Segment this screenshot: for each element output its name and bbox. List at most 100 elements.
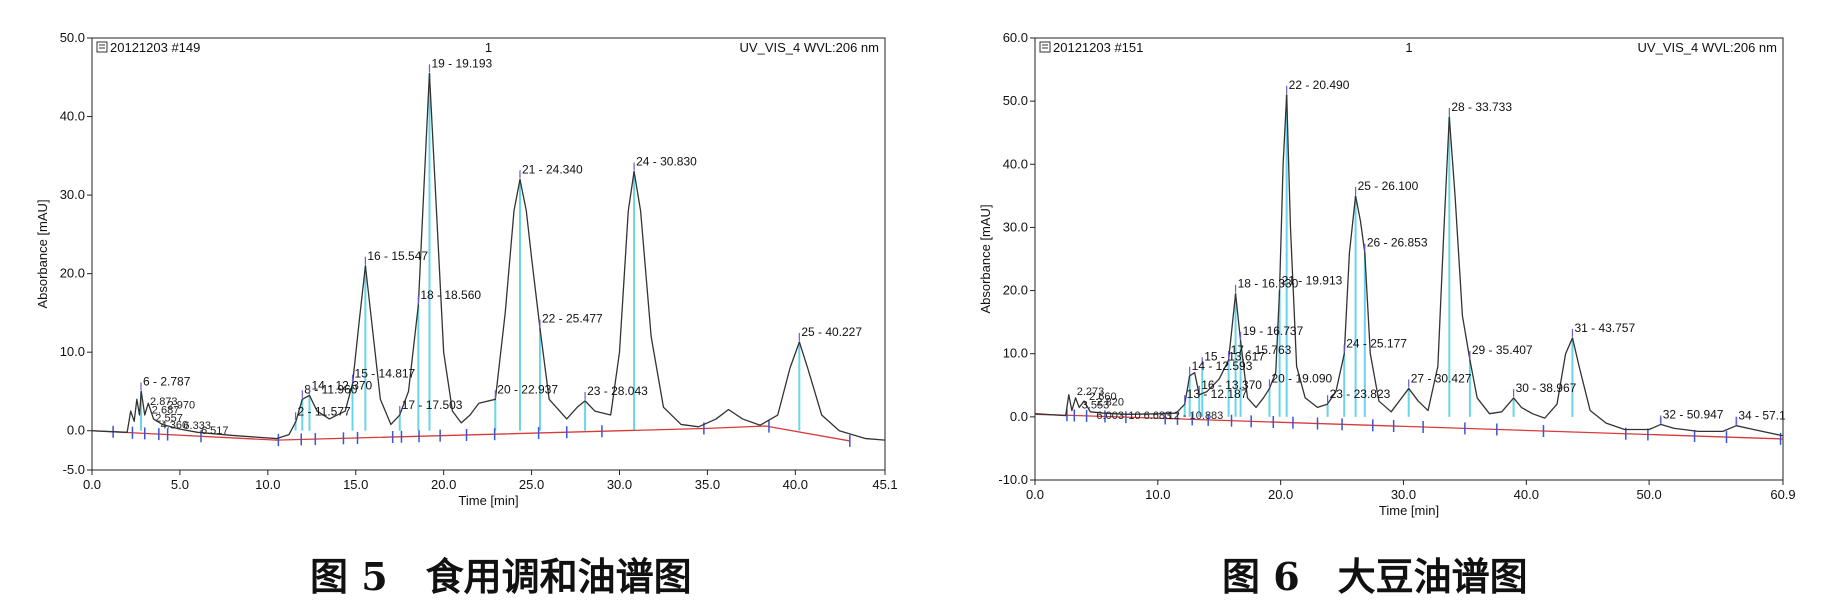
peak-label: 20 - 19.090 bbox=[1271, 371, 1332, 385]
y-tick-label: 20.0 bbox=[1003, 283, 1028, 298]
file-icon bbox=[1039, 41, 1051, 53]
y-tick-label: 40.0 bbox=[1003, 156, 1028, 171]
x-axis-label: Time [min] bbox=[1379, 503, 1439, 518]
x-tick-label: 30.0 bbox=[1391, 487, 1416, 502]
peak-label: 13 - 12.187 bbox=[1187, 387, 1248, 401]
peak-label: 29 - 35.407 bbox=[1472, 343, 1533, 357]
x-tick-label: 0.0 bbox=[83, 477, 101, 492]
peak-label: 17 - 17.503 bbox=[402, 398, 463, 412]
peak-label: 32 - 50.947 bbox=[1663, 407, 1724, 421]
chart-fig5-chromatogram: 20121203 #149 1 UV_VIS_4 WVL:206 nm-5.00.0… bbox=[35, 30, 898, 508]
cluster-peak-label: 6.003 bbox=[1096, 410, 1124, 422]
x-tick-label: 45.1 bbox=[872, 477, 897, 492]
y-tick-label: -10.0 bbox=[998, 472, 1028, 487]
series-signal bbox=[1034, 94, 1784, 437]
header-detector: UV_VIS_4 WVL:206 nm bbox=[1638, 40, 1777, 55]
peak-label: 24 - 30.830 bbox=[636, 155, 697, 169]
peak-label: 25 - 40.227 bbox=[801, 325, 862, 339]
y-tick-label: 50.0 bbox=[1003, 93, 1028, 108]
y-tick-label: 10.0 bbox=[1003, 346, 1028, 361]
peak-label: 23 - 28.043 bbox=[587, 384, 648, 398]
peak-label: 21 - 19.913 bbox=[1282, 274, 1343, 288]
peak-label: 25 - 26.100 bbox=[1358, 179, 1419, 193]
y-tick-label: 30.0 bbox=[1003, 219, 1028, 234]
figure-caption-6: 图 6 大豆油谱图 bbox=[1222, 554, 1528, 599]
x-tick-label: 10.0 bbox=[1145, 487, 1170, 502]
cluster-peak-label: 2.557 bbox=[155, 412, 183, 424]
header-sample: 20121203 #149 bbox=[110, 40, 200, 55]
x-tick-label: 25.0 bbox=[519, 477, 544, 492]
peak-label: 20 - 22.937 bbox=[497, 382, 558, 396]
cluster-peak-label: 3.553 bbox=[1082, 400, 1110, 412]
peak-label: 15 - 14.817 bbox=[355, 367, 416, 381]
peak-label: 26 - 26.853 bbox=[1367, 236, 1428, 250]
x-tick-label: 50.0 bbox=[1636, 487, 1661, 502]
peak-label: 30 - 38.967 bbox=[1516, 381, 1577, 395]
peak-label: 22 - 20.490 bbox=[1289, 78, 1350, 92]
chart-fig6-chromatogram: 20121203 #151 1 UV_VIS_4 WVL:206 nm-10.00.… bbox=[978, 30, 1796, 518]
peak-label: 31 - 43.757 bbox=[1574, 321, 1635, 335]
peak-label: 28 - 33.733 bbox=[1451, 100, 1512, 114]
peak-label: 22 - 25.477 bbox=[542, 312, 603, 326]
cluster-peak-label: 2.970 bbox=[168, 400, 196, 412]
x-tick-label: 40.0 bbox=[1514, 487, 1539, 502]
cluster-peak-label: 4.360 bbox=[161, 419, 189, 431]
cluster-peak-label: 10 6.683 bbox=[1128, 410, 1171, 422]
peak-label: 23 - 23.823 bbox=[1330, 387, 1391, 401]
x-tick-label: 20.0 bbox=[1268, 487, 1293, 502]
cluster-peak-label: 6.333 bbox=[183, 420, 211, 432]
y-tick-label: 10.0 bbox=[60, 344, 85, 359]
x-tick-label: 35.0 bbox=[695, 477, 720, 492]
x-tick-label: 20.0 bbox=[431, 477, 456, 492]
header-sample: 20121203 #151 bbox=[1053, 40, 1143, 55]
x-tick-label: 15.0 bbox=[343, 477, 368, 492]
peak-label: 16 - 13.370 bbox=[1201, 378, 1262, 392]
x-tick-label: 10.0 bbox=[255, 477, 280, 492]
peak-label: 19 - 16.737 bbox=[1243, 324, 1304, 338]
peak-label: 15 - 13.617 bbox=[1204, 349, 1265, 363]
figure-caption-5: 图 5 食用调和油谱图 bbox=[310, 554, 692, 599]
cluster-peak-label: 2.873 bbox=[150, 396, 178, 408]
peak-label: 14 - 12.593 bbox=[1192, 359, 1253, 373]
header-detector: UV_VIS_4 WVL:206 nm bbox=[740, 40, 879, 55]
x-tick-label: 5.0 bbox=[171, 477, 189, 492]
y-tick-label: -5.0 bbox=[63, 462, 85, 477]
peak-label: 8 - 11.960 bbox=[304, 382, 357, 396]
y-axis-label: Absorbance [mAU] bbox=[35, 199, 50, 308]
series-baseline bbox=[91, 425, 850, 442]
header-channel-index: 1 bbox=[1405, 40, 1412, 55]
peak-label: 16 - 15.547 bbox=[367, 249, 428, 263]
series-signal bbox=[91, 72, 886, 441]
peak-label: 6 - 2.787 bbox=[143, 374, 191, 388]
cluster-peak-label: 2.273 bbox=[1077, 386, 1105, 398]
cluster-peak-label: 6.517 bbox=[201, 425, 229, 437]
x-tick-label: 40.0 bbox=[783, 477, 808, 492]
peak-label: 17 - 15.763 bbox=[1231, 343, 1292, 357]
y-axis-label: Absorbance [mAU] bbox=[978, 204, 993, 313]
peak-label: 14 - 12.370 bbox=[312, 378, 373, 392]
y-tick-label: 60.0 bbox=[1003, 30, 1028, 45]
peak-label: 2 - 11.577 bbox=[298, 404, 351, 418]
x-tick-label: 60.9 bbox=[1770, 487, 1795, 502]
file-icon bbox=[96, 41, 108, 53]
plot-frame bbox=[91, 37, 886, 471]
cluster-peak-label: 12 - 10.883 bbox=[1168, 410, 1224, 422]
peak-label: 34 - 57.1 bbox=[1738, 409, 1786, 423]
y-tick-label: 0.0 bbox=[67, 423, 85, 438]
x-tick-label: 0.0 bbox=[1026, 487, 1044, 502]
peak-label: 21 - 24.340 bbox=[522, 162, 583, 176]
peak-label: 18 - 16.330 bbox=[1238, 277, 1299, 291]
cluster-peak-label: 2.820 bbox=[1096, 396, 1124, 408]
cluster-peak-label: 2.660 bbox=[1089, 391, 1117, 403]
y-tick-label: 0.0 bbox=[1010, 409, 1028, 424]
cluster-peak-label: 2.687 bbox=[152, 404, 180, 416]
plot-frame bbox=[1034, 37, 1784, 481]
y-tick-label: 30.0 bbox=[60, 187, 85, 202]
peak-label: 27 - 30.427 bbox=[1411, 371, 1472, 385]
peak-label: 24 - 25.177 bbox=[1346, 337, 1407, 351]
y-tick-label: 40.0 bbox=[60, 109, 85, 124]
x-axis-label: Time [min] bbox=[458, 493, 518, 508]
x-tick-label: 30.0 bbox=[607, 477, 632, 492]
y-tick-label: 20.0 bbox=[60, 266, 85, 281]
